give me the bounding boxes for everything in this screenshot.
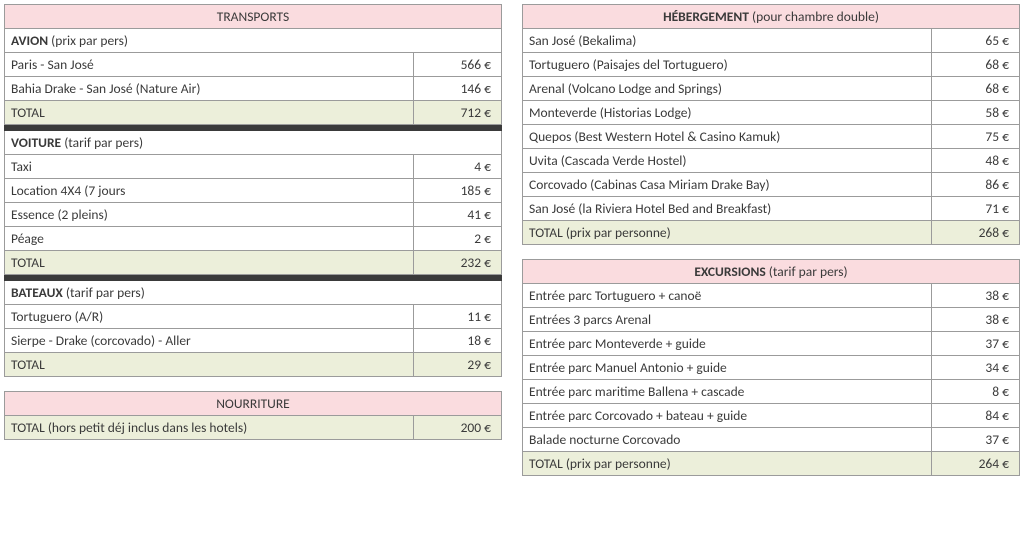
transports-header: TRANSPORTS xyxy=(5,5,502,29)
table-row: Bahia Drake - San José (Nature Air)146 € xyxy=(5,77,502,101)
excursions-table: EXCURSIONS (tarif par pers) Entrée parc … xyxy=(522,259,1020,476)
right-column: HÉBERGEMENT (pour chambre double) San Jo… xyxy=(522,4,1020,476)
nourriture-header: NOURRITURE xyxy=(5,392,502,416)
hebergement-table: HÉBERGEMENT (pour chambre double) San Jo… xyxy=(522,4,1020,245)
bateaux-header: BATEAUX (tarif par pers) xyxy=(5,281,502,305)
table-row: Quepos (Best Western Hotel & Casino Kamu… xyxy=(523,125,1020,149)
table-row: Sierpe - Drake (corcovado) - Aller18 € xyxy=(5,329,502,353)
table-row: Péage2 € xyxy=(5,227,502,251)
voiture-total: TOTAL232 € xyxy=(5,251,502,275)
table-row: Arenal (Volcano Lodge and Springs)68 € xyxy=(523,77,1020,101)
table-row: Paris - San José566 € xyxy=(5,53,502,77)
table-row: Taxi4 € xyxy=(5,155,502,179)
avion-header: AVION (prix par pers) xyxy=(5,29,502,53)
nourriture-total: TOTAL (hors petit déj inclus dans les ho… xyxy=(5,416,502,440)
table-row: Entrées 3 parcs Arenal38 € xyxy=(523,308,1020,332)
nourriture-table: NOURRITURE TOTAL (hors petit déj inclus … xyxy=(4,391,502,440)
table-row: Entrée parc Tortuguero + canoë38 € xyxy=(523,284,1020,308)
table-row: Tortuguero (Paisajes del Tortuguero)68 € xyxy=(523,53,1020,77)
table-row: Entrée parc Monteverde + guide37 € xyxy=(523,332,1020,356)
hebergement-total: TOTAL (prix par personne)268 € xyxy=(523,221,1020,245)
table-row: Tortuguero (A/R)11 € xyxy=(5,305,502,329)
left-column: TRANSPORTS AVION (prix par pers) Paris -… xyxy=(4,4,502,476)
excursions-total: TOTAL (prix par personne)264 € xyxy=(523,452,1020,476)
hebergement-header: HÉBERGEMENT (pour chambre double) xyxy=(523,5,1020,29)
table-row: Monteverde (Historias Lodge)58 € xyxy=(523,101,1020,125)
table-row: Entrée parc maritime Ballena + cascade8 … xyxy=(523,380,1020,404)
voiture-header: VOITURE (tarif par pers) xyxy=(5,131,502,155)
table-row: San José (Bekalima)65 € xyxy=(523,29,1020,53)
table-row: Essence (2 pleins)41 € xyxy=(5,203,502,227)
transports-table: TRANSPORTS AVION (prix par pers) Paris -… xyxy=(4,4,502,377)
avion-total: TOTAL712 € xyxy=(5,101,502,125)
table-row: Balade nocturne Corcovado37 € xyxy=(523,428,1020,452)
table-row: Entrée parc Corcovado + bateau + guide84… xyxy=(523,404,1020,428)
table-row: San José (la Riviera Hotel Bed and Break… xyxy=(523,197,1020,221)
table-row: Location 4X4 (7 jours185 € xyxy=(5,179,502,203)
table-row: Uvita (Cascada Verde Hostel)48 € xyxy=(523,149,1020,173)
excursions-header: EXCURSIONS (tarif par pers) xyxy=(523,260,1020,284)
table-row: Corcovado (Cabinas Casa Miriam Drake Bay… xyxy=(523,173,1020,197)
bateaux-total: TOTAL29 € xyxy=(5,353,502,377)
table-row: Entrée parc Manuel Antonio + guide34 € xyxy=(523,356,1020,380)
